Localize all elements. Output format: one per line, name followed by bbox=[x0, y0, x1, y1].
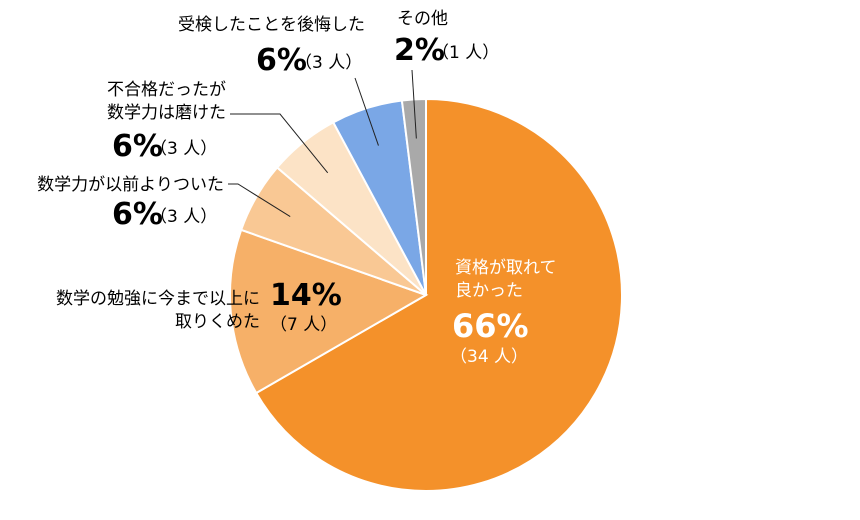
slice-label-line: 良かった bbox=[455, 281, 523, 301]
label-benkyou: 数学の勉強に今まで以上に 取りくめた 14% （7 人） bbox=[56, 278, 342, 335]
slice-count: （7 人） bbox=[270, 315, 337, 335]
slice-count: （3 人） bbox=[295, 53, 362, 73]
slice-percent: 66% bbox=[452, 307, 529, 345]
slice-shikaku bbox=[254, 97, 623, 492]
label-sonota: その他 2% （1 人） bbox=[394, 9, 499, 68]
slice-benkyou bbox=[229, 228, 429, 395]
label-fugoukaku: 不合格だったが 数学力は磨けた 6% （3 人） bbox=[107, 80, 226, 164]
slice-percent: 6% bbox=[256, 43, 307, 78]
leader-line-sonota bbox=[411, 69, 417, 139]
slice-label-line: 数学力は磨けた bbox=[107, 103, 226, 123]
label-shikaku: 資格が取れて 良かった 66% （34 人） bbox=[450, 258, 557, 367]
slice-count: （3 人） bbox=[150, 207, 217, 227]
label-suugakuryoku: 数学力が以前よりついた 6% （3 人） bbox=[37, 175, 224, 232]
slice-count: （1 人） bbox=[432, 43, 499, 63]
slice-label-line: その他 bbox=[397, 9, 448, 29]
label-koukai: 受検したことを後悔した 6% （3 人） bbox=[178, 15, 365, 78]
slice-count: （34 人） bbox=[450, 347, 528, 367]
slice-label-line: 資格が取れて bbox=[455, 258, 557, 278]
leader-line-fugoukaku bbox=[230, 113, 329, 174]
slice-label-line: 数学力が以前よりついた bbox=[37, 175, 224, 195]
slice-label-line: 不合格だったが bbox=[107, 80, 226, 100]
leader-line-suugakuryoku bbox=[228, 183, 291, 218]
slice-count: （3 人） bbox=[150, 139, 217, 159]
slice-label-line: 取りくめた bbox=[175, 312, 260, 332]
slice-percent: 6% bbox=[112, 197, 163, 232]
slice-label-line: 受検したことを後悔した bbox=[178, 15, 365, 35]
slice-percent: 2% bbox=[394, 33, 445, 68]
slice-percent: 14% bbox=[270, 278, 342, 313]
slice-percent: 6% bbox=[112, 129, 163, 164]
leader-line-koukai bbox=[354, 77, 379, 146]
leader-lines bbox=[228, 69, 417, 218]
slice-label-line: 数学の勉強に今まで以上に bbox=[56, 289, 260, 309]
